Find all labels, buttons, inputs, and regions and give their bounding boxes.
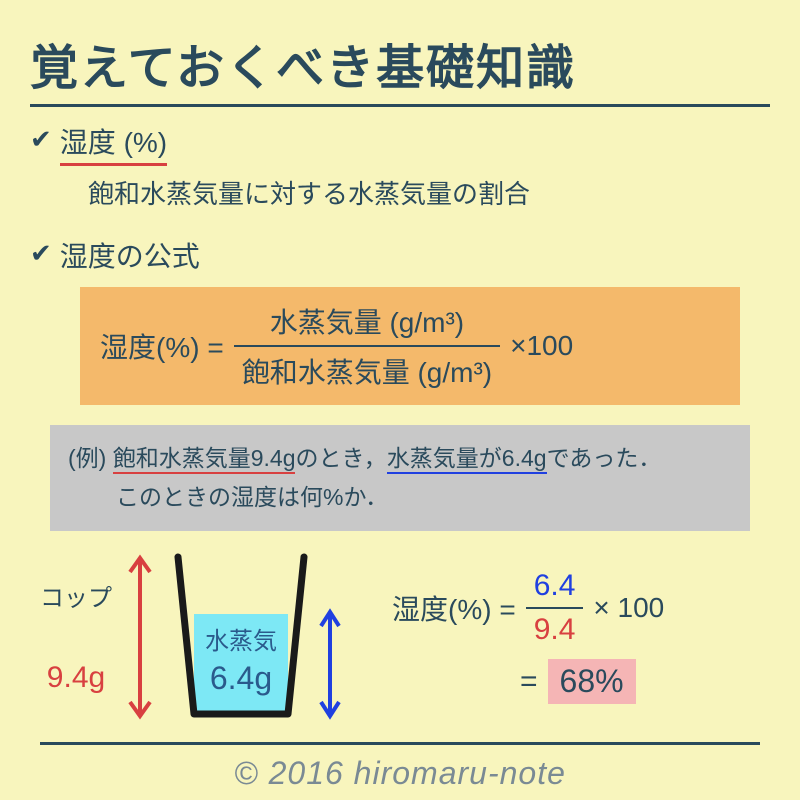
example-vapor: 水蒸気量が6.4g xyxy=(387,445,547,474)
check-icon: ✔ xyxy=(30,235,52,271)
cup-capacity-label: コップ 9.4g xyxy=(40,578,112,695)
formula-box: 湿度(%) = 水蒸気量 (g/m³) 飽和水蒸気量 (g/m³) ×100 xyxy=(80,287,740,405)
definition-humidity: 飽和水蒸気量に対する水蒸気量の割合 xyxy=(88,174,770,211)
calc-equals: = xyxy=(520,665,538,699)
example-saturated: 飽和水蒸気量9.4g xyxy=(113,445,296,474)
copyright-text: © 2016 hiromaru-note xyxy=(30,755,770,792)
example-box: (例) 飽和水蒸気量9.4gのとき，水蒸気量が6.4gであった． このときの湿度… xyxy=(50,425,750,531)
term-humidity: 湿度 (%) xyxy=(60,121,167,166)
example-mid1: のとき， xyxy=(295,445,386,471)
section-humidity: ✔ 湿度 (%) xyxy=(30,121,770,166)
formula-suffix: ×100 xyxy=(510,330,573,362)
calculation: 湿度(%) = 6.4 9.4 × 100 = 68% xyxy=(392,569,664,704)
calc-fraction: 6.4 9.4 xyxy=(526,569,584,647)
formula-fraction: 水蒸気量 (g/m³) 飽和水蒸気量 (g/m³) xyxy=(234,301,500,391)
cup-icon: 水蒸気 6.4g xyxy=(166,549,316,724)
calc-lhs: 湿度(%) = xyxy=(392,588,516,628)
cup-content-label: 水蒸気 xyxy=(205,628,277,655)
cup-label-text: コップ xyxy=(40,578,112,613)
section-formula: ✔ 湿度の公式 xyxy=(30,235,770,275)
arrow-red-icon xyxy=(118,552,162,722)
check-icon: ✔ xyxy=(30,121,52,157)
formula-numerator: 水蒸気量 (g/m³) xyxy=(262,301,472,345)
footer-divider xyxy=(40,742,760,745)
cup-content-value: 6.4g xyxy=(210,660,272,696)
cup-capacity-value: 9.4g xyxy=(40,661,112,695)
formula-lhs: 湿度(%) = xyxy=(100,326,224,366)
arrow-blue-icon xyxy=(316,552,352,722)
calc-suffix: × 100 xyxy=(593,592,664,624)
calc-denominator: 9.4 xyxy=(526,607,584,647)
calc-numerator: 6.4 xyxy=(526,569,584,607)
calc-result: 68% xyxy=(548,659,636,704)
page-title: 覚えておくべき基礎知識 xyxy=(30,28,770,107)
lower-section: コップ 9.4g 水蒸気 6.4g 湿度(%) = 6.4 9.4 × 1 xyxy=(30,549,770,724)
example-prefix: (例) xyxy=(68,445,113,471)
formula-denominator: 飽和水蒸気量 (g/m³) xyxy=(234,345,500,391)
example-mid2: であった． xyxy=(547,445,662,471)
example-line2: このときの湿度は何%か． xyxy=(116,478,388,517)
cup-diagram: コップ 9.4g 水蒸気 6.4g xyxy=(40,549,352,724)
term-formula: 湿度の公式 xyxy=(60,235,200,275)
